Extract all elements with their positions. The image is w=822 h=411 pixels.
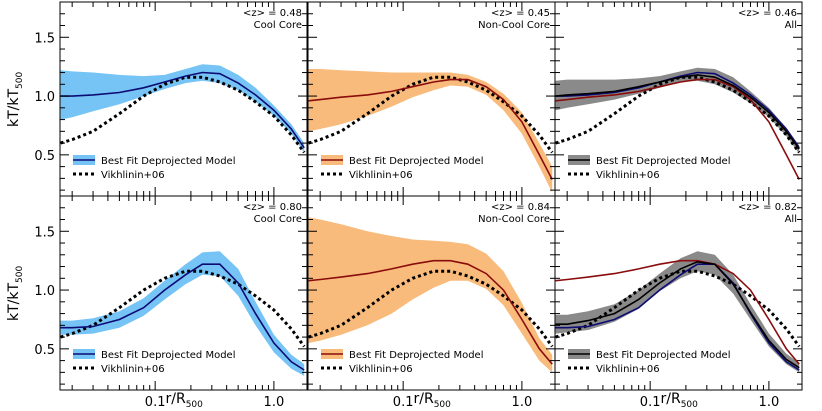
y-tick-label: 0.5 — [34, 343, 55, 358]
vikhlinin-curve — [308, 269, 554, 348]
labels-layer: 0.51.01.50.51.01.50.1 1.0 0.1 1.0 0.1 1.0r/R5… — [6, 31, 779, 410]
x-tick-label: 0.1 — [145, 395, 166, 410]
y-tick-label: 1.0 — [34, 284, 55, 299]
model-curve — [308, 78, 553, 180]
panel-frame — [59, 195, 308, 391]
vikhlinin-curve — [555, 269, 801, 348]
legend-model-label: Best Fit Deprojected Model — [349, 350, 484, 361]
model-curve — [555, 260, 800, 369]
y-axis-title-2-subscript: 500 — [15, 266, 25, 283]
x-tick-label: 0.1 — [393, 395, 414, 410]
legend-reference-label: Vikhlinin+06 — [349, 170, 413, 181]
plot-area — [60, 64, 306, 154]
annotation-redshift: <z> = 0.84 — [491, 202, 550, 213]
vikhlinin-curve — [60, 269, 306, 348]
plot-area — [555, 67, 801, 180]
plot-area — [308, 69, 554, 193]
uncertainty-band — [308, 69, 553, 193]
legend-model-label: Best Fit Deprojected Model — [349, 156, 484, 167]
plot-area — [60, 251, 306, 376]
annotation-redshift: <z> = 0.46 — [738, 8, 797, 19]
plot-area — [555, 251, 801, 373]
ticks — [308, 1, 555, 196]
legend-model-label: Best Fit Deprojected Model — [101, 156, 236, 167]
annotation-redshift: <z> = 0.48 — [243, 8, 302, 19]
x-tick-label: 1.0 — [264, 395, 285, 410]
x-tick-label: 1.0 — [759, 395, 780, 410]
y-tick-label: 1.0 — [34, 90, 55, 105]
annotation-sample: Cool Core — [254, 214, 302, 225]
ticks — [60, 1, 307, 196]
ticks — [555, 1, 802, 196]
annotation-sample: Non-Cool Core — [478, 20, 550, 31]
plot-area — [308, 217, 554, 373]
model-curve — [308, 259, 553, 365]
model-curve — [60, 71, 305, 149]
x-axis-title-2-main: r/R — [414, 391, 434, 407]
annotation-redshift: <z> = 0.80 — [243, 202, 302, 213]
x-tick-label: 0.1 — [640, 395, 661, 410]
x-axis-title-1-subscript: 500 — [186, 400, 203, 410]
vikhlinin-curve — [60, 75, 306, 154]
ticks — [60, 195, 307, 390]
y-tick-label: 0.5 — [34, 149, 55, 164]
legend-reference-label: Vikhlinin+06 — [349, 364, 413, 375]
uncertainty-band — [60, 251, 305, 376]
x-axis-title-2: r/R500 — [414, 391, 452, 410]
annotation-redshift: <z> = 0.45 — [491, 8, 550, 19]
ticks — [555, 195, 802, 390]
x-axis-title-1-main: r/R — [166, 391, 186, 407]
annotation-sample: All — [785, 214, 797, 225]
y-axis-title-1-subscript: 500 — [15, 72, 25, 89]
comparison-model-curve-2 — [555, 259, 800, 365]
annotation-sample: All — [785, 20, 797, 31]
x-tick-label: 1.0 — [512, 395, 533, 410]
annotation-sample: Cool Core — [254, 20, 302, 31]
panel-frame — [554, 195, 803, 391]
comparison-model-curve-1 — [555, 71, 800, 149]
vikhlinin-curve — [555, 75, 801, 154]
x-axis-title-1: r/R500 — [166, 391, 204, 410]
legend-reference-label: Vikhlinin+06 — [596, 170, 660, 181]
legend-reference-label: Vikhlinin+06 — [101, 364, 165, 375]
y-axis-title-2-main: kT/kT — [6, 283, 22, 321]
y-axis-title-1-main: kT/kT — [6, 89, 22, 127]
legend-model-label: Best Fit Deprojected Model — [596, 156, 731, 167]
vikhlinin-curve — [308, 75, 554, 154]
annotation-sample: Non-Cool Core — [478, 214, 550, 225]
comparison-model-curve-1 — [555, 263, 800, 371]
legend-model-label: Best Fit Deprojected Model — [101, 350, 236, 361]
x-axis-title-3-main: r/R — [661, 391, 681, 407]
y-axis-title-1: kT/kT500 — [6, 72, 25, 127]
y-axis-title-2: kT/kT500 — [6, 266, 25, 321]
y-tick-label: 1.5 — [34, 225, 55, 240]
ticks — [308, 195, 555, 390]
legend-model-label: Best Fit Deprojected Model — [596, 350, 731, 361]
x-axis-title-3: r/R500 — [661, 391, 699, 410]
model-curve — [555, 74, 800, 150]
y-tick-label: 1.5 — [34, 31, 55, 46]
legend-reference-label: Vikhlinin+06 — [596, 364, 660, 375]
uncertainty-band — [555, 67, 800, 154]
x-axis-title-2-subscript: 500 — [434, 400, 451, 410]
legend-reference-label: Vikhlinin+06 — [101, 170, 165, 181]
x-axis-title-3-subscript: 500 — [681, 400, 698, 410]
model-curve — [60, 263, 305, 371]
annotation-redshift: <z> = 0.82 — [738, 202, 797, 213]
comparison-model-curve-2 — [555, 78, 800, 180]
uncertainty-band — [308, 217, 553, 373]
